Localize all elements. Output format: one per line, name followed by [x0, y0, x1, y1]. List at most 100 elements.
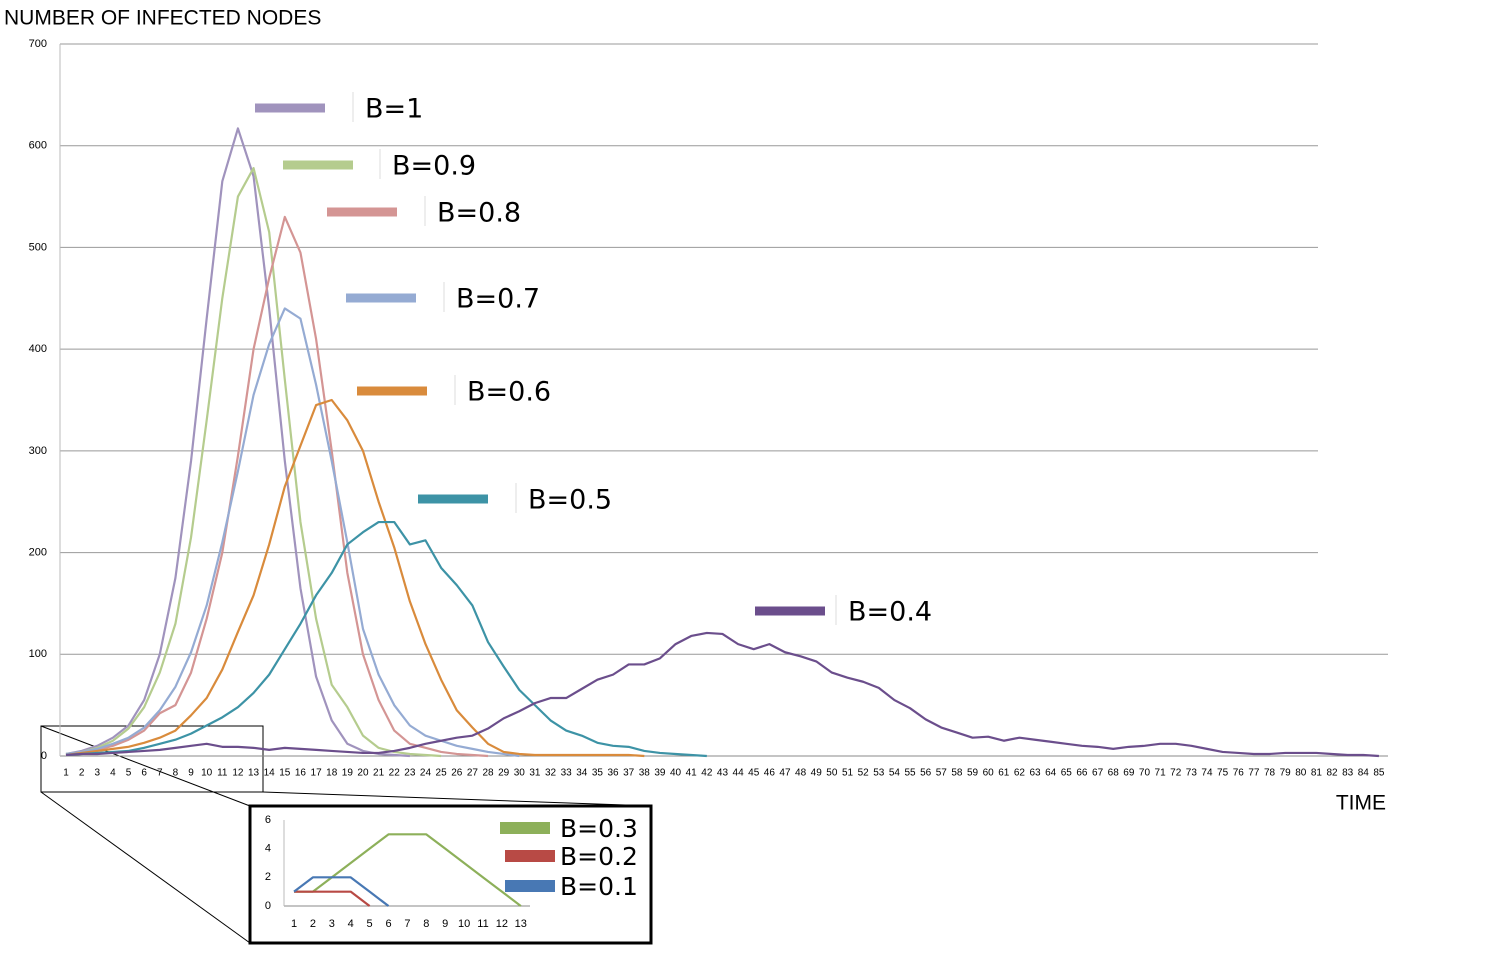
- x-tick-label: 10: [458, 918, 470, 930]
- x-tick-label: 1: [63, 768, 69, 779]
- legend-label: B=0.5: [528, 485, 612, 516]
- y-tick-label: 0: [41, 750, 47, 762]
- legend-label: B=0.2: [560, 842, 638, 871]
- y-axis-title: NUMBER OF INFECTED NODES: [4, 7, 321, 30]
- x-tick-label: 7: [157, 768, 163, 779]
- x-tick-label: 25: [436, 768, 448, 779]
- x-tick-label: 12: [496, 918, 508, 930]
- x-axis-title: TIME: [1336, 792, 1386, 815]
- x-tick-label: 5: [367, 918, 373, 930]
- x-tick-label: 48: [795, 768, 807, 779]
- zoom-connector: [262, 791, 653, 807]
- x-tick-label: 40: [670, 768, 682, 779]
- x-tick-label: 53: [873, 768, 885, 779]
- series-line: [65, 398, 645, 758]
- series-line: [294, 890, 371, 907]
- x-tick-label: 32: [545, 768, 557, 779]
- x-tick-label: 3: [94, 768, 100, 779]
- x-tick-label: 63: [1029, 768, 1041, 779]
- x-tick-label: 17: [311, 768, 323, 779]
- x-tick-label: 26: [451, 768, 463, 779]
- x-tick-label: 2: [310, 918, 316, 930]
- x-tick-label: 23: [404, 768, 416, 779]
- x-tick-label: 20: [357, 768, 369, 779]
- x-tick-label: 52: [858, 768, 870, 779]
- x-tick-label: 81: [1311, 768, 1323, 779]
- x-tick-label: 8: [173, 768, 179, 779]
- x-tick-label: 50: [826, 768, 838, 779]
- x-tick-label: 71: [1155, 768, 1167, 779]
- x-tick-label: 64: [1045, 768, 1057, 779]
- inset-frame: [248, 804, 653, 945]
- legend-label: B=1: [365, 94, 423, 125]
- x-tick-label: 37: [623, 768, 635, 779]
- x-tick-label: 30: [514, 768, 526, 779]
- x-tick-label: 15: [279, 768, 291, 779]
- legend-label: B=0.7: [456, 284, 540, 315]
- x-tick-label: 77: [1248, 768, 1260, 779]
- zoom-connector: [40, 791, 251, 944]
- y-tick-label: 200: [29, 546, 47, 558]
- x-tick-label: 29: [498, 768, 510, 779]
- x-tick-label: 9: [188, 768, 194, 779]
- y-tick-label: 400: [29, 343, 47, 355]
- x-tick-label: 55: [904, 768, 916, 779]
- series-line: [65, 631, 1379, 758]
- x-tick-label: 45: [748, 768, 760, 779]
- series-line: [65, 127, 410, 758]
- x-tick-label: 4: [348, 918, 354, 930]
- x-tick-label: 13: [248, 768, 260, 779]
- x-tick-label: 2: [79, 768, 85, 779]
- x-tick-label: 4: [110, 768, 116, 779]
- x-tick-label: 39: [654, 768, 666, 779]
- y-tick-label: 100: [29, 648, 47, 660]
- x-tick-label: 51: [842, 768, 854, 779]
- x-tick-label: 13: [515, 918, 527, 930]
- x-tick-label: 34: [576, 768, 588, 779]
- x-tick-label: 6: [385, 918, 391, 930]
- x-tick-label: 12: [232, 768, 244, 779]
- legend-label: B=0.1: [560, 872, 638, 901]
- x-tick-label: 69: [1123, 768, 1135, 779]
- x-tick-label: 21: [373, 768, 385, 779]
- legend-label: B=0.4: [848, 597, 932, 628]
- x-tick-label: 7: [404, 918, 410, 930]
- x-tick-label: 60: [983, 768, 995, 779]
- x-tick-label: 11: [477, 918, 488, 930]
- legend-label: B=0.3: [560, 814, 638, 843]
- y-tick-label: 4: [265, 843, 271, 855]
- x-tick-label: 82: [1326, 768, 1338, 779]
- x-tick-label: 33: [561, 768, 573, 779]
- x-tick-label: 56: [920, 768, 932, 779]
- x-tick-label: 16: [295, 768, 307, 779]
- legend-label: B=0.9: [392, 151, 476, 182]
- y-tick-label: 6: [265, 814, 271, 826]
- series-line: [65, 307, 520, 758]
- x-tick-label: 5: [126, 768, 132, 779]
- series-line: [65, 520, 707, 758]
- zoom-box: [40, 725, 264, 793]
- x-tick-label: 8: [423, 918, 429, 930]
- x-tick-label: 75: [1217, 768, 1229, 779]
- x-tick-label: 1: [291, 918, 297, 930]
- y-tick-label: 0: [265, 900, 271, 912]
- x-tick-label: 41: [686, 768, 698, 779]
- x-tick-label: 24: [420, 768, 432, 779]
- x-tick-label: 38: [639, 768, 651, 779]
- x-tick-label: 74: [1201, 768, 1213, 779]
- x-tick-label: 47: [779, 768, 791, 779]
- x-tick-label: 11: [217, 768, 228, 779]
- series-line: [65, 166, 442, 758]
- x-tick-label: 19: [342, 768, 354, 779]
- y-tick-label: 700: [29, 38, 47, 50]
- x-tick-label: 84: [1358, 768, 1370, 779]
- y-tick-label: 2: [265, 871, 271, 883]
- x-tick-label: 57: [936, 768, 948, 779]
- x-tick-label: 72: [1170, 768, 1182, 779]
- x-tick-label: 62: [1014, 768, 1026, 779]
- x-tick-label: 27: [467, 768, 479, 779]
- y-tick-label: 300: [29, 445, 47, 457]
- x-tick-label: 10: [201, 768, 213, 779]
- x-tick-label: 78: [1264, 768, 1276, 779]
